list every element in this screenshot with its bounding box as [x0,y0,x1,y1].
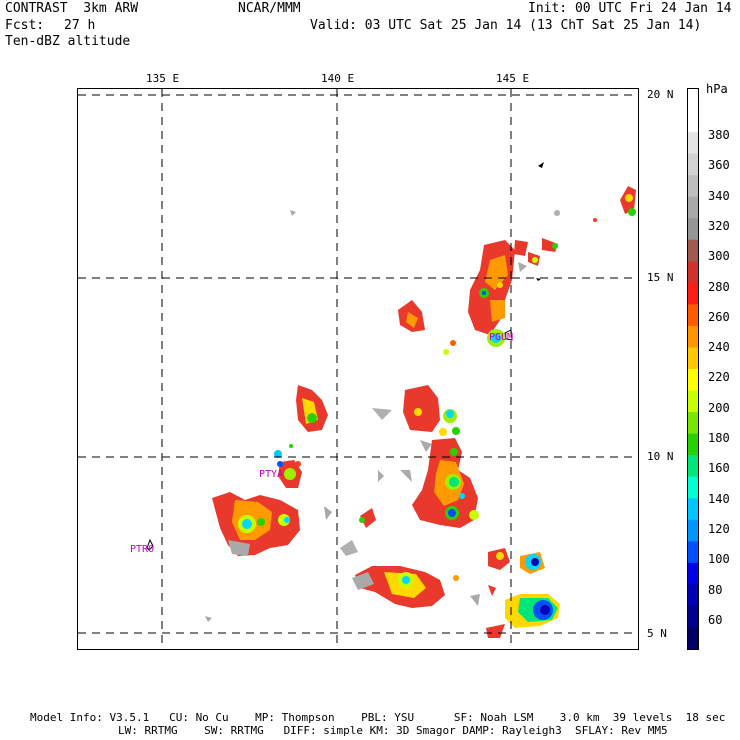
colorbar-swatch [688,110,698,133]
colorbar-frame [687,88,699,650]
echo-field [205,162,636,638]
colorbar-swatch [688,498,698,521]
colorbar-tick-label: 260 [708,309,730,324]
footer-model-info: Model Info: V3.5.1 CU: No Cu MP: Thompso… [30,711,726,724]
colorbar-swatch [688,218,698,241]
colorbar-tick-label: 100 [708,552,730,567]
colorbar-swatch [688,627,698,650]
colorbar-tick-label: 180 [708,431,730,445]
lat-label-20: 20 N [647,88,674,101]
colorbar-swatch [688,455,698,478]
island-outline [146,538,154,551]
colorbar-tick-label: 280 [708,279,730,294]
colorbar-swatch [688,304,698,327]
colorbar-tick-label: 380 [708,128,730,142]
colorbar-swatch [688,196,698,219]
fcst-value: 27 h [64,18,96,33]
colorbar-tick-label: 300 [708,249,730,264]
station-label-ptro: PTRO [130,544,155,555]
colorbar-tick-label: 360 [708,158,730,173]
colorbar-swatch [688,282,698,305]
fcst-label: Fcst: [5,18,45,33]
colorbar [688,89,698,650]
colorbar-swatch [688,89,698,112]
colorbar-tick-label: 160 [708,461,730,476]
lon-label-135: 135 E [146,72,180,85]
colorbar-swatch [688,412,698,435]
colorbar-swatch [688,390,698,413]
colorbar-swatch [688,562,698,585]
org-label: NCAR/MMM [238,1,301,16]
colorbar-swatch [688,239,698,262]
colorbar-swatch [688,132,698,155]
grid-lines [78,89,638,649]
colorbar-swatch [688,605,698,629]
init-time: Init: 00 UTC Fri 24 Jan 14 [528,1,732,16]
colorbar-tick-label: 140 [708,491,730,506]
valid-time: Valid: 03 UTC Sat 25 Jan 14 (13 ChT Sat … [310,18,702,33]
colorbar-tick-label: 320 [708,218,730,233]
colorbar-swatch [688,369,698,392]
colorbar-tick-label: 200 [708,400,730,415]
colorbar-tick-label: 240 [708,340,730,355]
lat-label-5: 5 N [647,627,667,640]
colorbar-tick-label: 120 [708,521,730,536]
lon-label-145: 145 E [496,72,530,85]
footer-physics-info: LW: RRTMG SW: RRTMG DIFF: simple KM: 3D … [118,724,668,737]
colorbar-swatch [688,476,698,499]
colorbar-swatch [688,261,698,284]
colorbar-swatch [688,325,698,349]
colorbar-swatch [688,519,698,542]
lat-label-10: 10 N [647,450,674,463]
field-name: Ten-dBZ altitude [5,34,131,49]
colorbar-swatch [688,541,698,564]
colorbar-tick-label: 340 [708,188,730,203]
colorbar-tick-label: 220 [708,370,730,385]
colorbar-swatch [688,347,698,370]
guam-outline [504,329,513,341]
colorbar-tick-label: 80 [708,582,723,597]
colorbar-tick-label: 60 [708,612,723,627]
station-label-pgum: PGUM [489,332,514,343]
colorbar-swatch [688,433,698,456]
model-title: CONTRAST 3km ARW [5,1,139,16]
colorbar-swatch [688,175,698,198]
colorbar-unit: hPa [706,82,728,96]
colorbar-swatch [688,584,698,607]
map-frame [77,88,639,650]
station-label-ptya: PTYA [259,469,284,480]
lat-label-15: 15 N [647,271,674,284]
colorbar-swatch [688,153,698,176]
lon-label-140: 140 E [321,72,355,85]
